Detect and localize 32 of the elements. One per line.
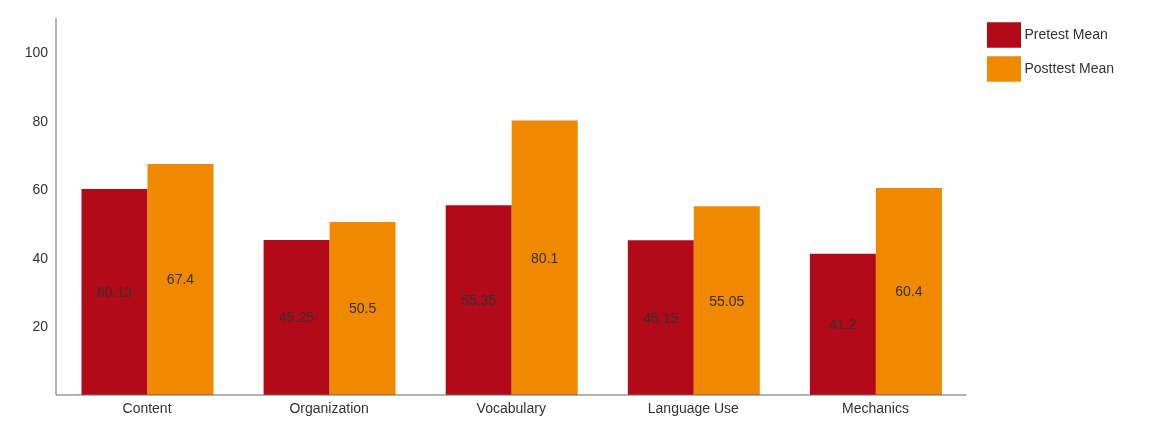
bar: [627, 240, 694, 395]
data-label: 60.13: [96, 283, 133, 300]
y-tick-label: 60: [32, 181, 49, 198]
x-tick-label: Language Use: [647, 399, 740, 416]
data-label: 45.25: [279, 309, 315, 326]
legend-label: Pretest Mean: [1024, 26, 1108, 43]
data-label: 80.1: [531, 249, 559, 266]
bar: [875, 187, 942, 395]
bar: [263, 239, 330, 395]
bar: [329, 221, 396, 395]
y-tick-label: 80: [32, 112, 49, 129]
bar: [511, 120, 578, 395]
y-tick-label: 100: [24, 44, 49, 61]
legend-label: Posttest Mean: [1024, 60, 1114, 77]
y-tick-label: 40: [32, 249, 49, 266]
data-label: 55.35: [461, 292, 497, 309]
bar: [81, 188, 148, 395]
x-tick-label: Vocabulary: [476, 399, 546, 416]
y-tick-label: 20: [32, 318, 49, 335]
x-tick-label: Content: [122, 399, 172, 416]
data-label: 60.4: [895, 283, 923, 300]
data-label: 45.15: [643, 309, 679, 326]
x-tick-label: Organization: [289, 399, 369, 416]
bar: [445, 205, 512, 395]
bar: [809, 253, 876, 395]
data-label: 41.2: [829, 316, 857, 333]
data-label: 50.5: [348, 300, 377, 317]
data-label: 67.4: [166, 271, 195, 288]
x-tick-label: Mechanics: [841, 399, 909, 416]
bar: [147, 164, 214, 395]
bar: [693, 206, 760, 395]
data-label: 55.05: [709, 292, 745, 309]
